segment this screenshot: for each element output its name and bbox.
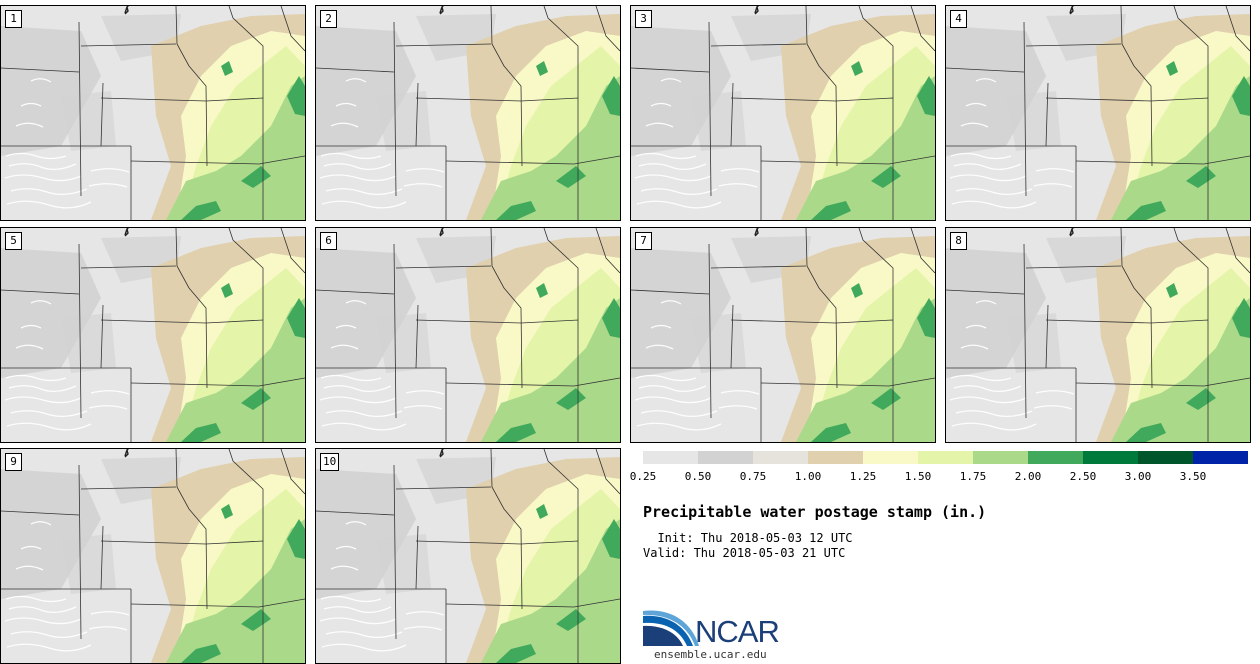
precipitable-water-map: [1, 449, 305, 663]
member-panel: 5: [0, 227, 306, 443]
member-label: 4: [950, 10, 967, 28]
colorbar-tick: 0.50: [684, 470, 712, 483]
member-panel: 2: [315, 5, 621, 221]
colorbar-tick: 3.50: [1179, 470, 1207, 483]
colorbar-swatch: [918, 451, 973, 464]
valid-time: Valid: Thu 2018-05-03 21 UTC: [643, 546, 846, 560]
colorbar-swatch: [1028, 451, 1083, 464]
ncar-logo-icon: [643, 610, 699, 646]
member-label: 10: [320, 453, 340, 471]
precipitable-water-map: [946, 228, 1250, 442]
colorbar-tick: 0.75: [739, 470, 767, 483]
member-panel: 8: [945, 227, 1251, 443]
colorbar-swatch: [1193, 451, 1248, 464]
colorbar-swatch: [1083, 451, 1138, 464]
member-panel: 9: [0, 448, 306, 664]
member-panel: 3: [630, 5, 936, 221]
colorbar-tick: 1.25: [849, 470, 877, 483]
colorbar-swatch: [1138, 451, 1193, 464]
precipitable-water-map: [631, 6, 935, 220]
member-panel: 1: [0, 5, 306, 221]
precipitable-water-map: [316, 228, 620, 442]
colorbar-swatch: [753, 451, 808, 464]
member-panel: 6: [315, 227, 621, 443]
member-panel: 10: [315, 448, 621, 664]
member-label: 5: [5, 232, 22, 250]
colorbar-tick: 1.50: [904, 470, 932, 483]
colorbar-tick: 2.00: [1014, 470, 1042, 483]
colorbar-swatch: [808, 451, 863, 464]
colorbar-tick: 3.00: [1124, 470, 1152, 483]
member-label: 6: [320, 232, 337, 250]
colorbar-swatch: [863, 451, 918, 464]
precipitable-water-map: [316, 6, 620, 220]
colorbar-swatch: [698, 451, 753, 464]
member-panel: 7: [630, 227, 936, 443]
colorbar-tick: 1.75: [959, 470, 987, 483]
logo-url: ensemble.ucar.edu: [654, 648, 767, 661]
member-label: 9: [5, 453, 22, 471]
colorbar-swatch: [643, 451, 698, 464]
colorbar-tick: 1.00: [794, 470, 822, 483]
precipitable-water-map: [1, 6, 305, 220]
colorbar-tick: 2.50: [1069, 470, 1097, 483]
member-label: 3: [635, 10, 652, 28]
colorbar-swatch: [973, 451, 1028, 464]
precipitable-water-map: [316, 449, 620, 663]
member-panel: 4: [945, 5, 1251, 221]
member-label: 7: [635, 232, 652, 250]
member-label: 2: [320, 10, 337, 28]
product-title: Precipitable water postage stamp (in.): [643, 503, 987, 521]
precipitable-water-map: [1, 228, 305, 442]
logo-wordmark: NCAR: [695, 614, 780, 649]
colorbar-tick: 0.25: [629, 470, 657, 483]
precipitable-water-map: [946, 6, 1250, 220]
member-label: 1: [5, 10, 22, 28]
member-label: 8: [950, 232, 967, 250]
precipitable-water-map: [631, 228, 935, 442]
init-time: Init: Thu 2018-05-03 12 UTC: [643, 531, 853, 545]
